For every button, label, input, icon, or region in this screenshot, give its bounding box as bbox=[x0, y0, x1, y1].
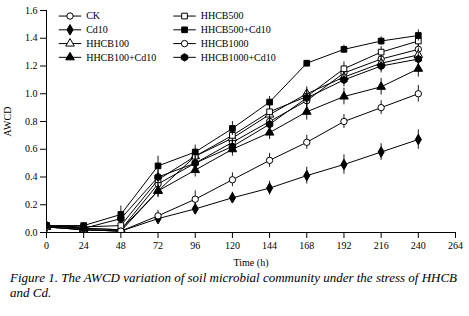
svg-text:168: 168 bbox=[299, 240, 314, 251]
svg-text:1.2: 1.2 bbox=[25, 60, 38, 71]
svg-text:1.0: 1.0 bbox=[25, 88, 38, 99]
svg-text:0: 0 bbox=[44, 240, 49, 251]
svg-text:264: 264 bbox=[448, 240, 463, 251]
svg-text:CK: CK bbox=[86, 10, 101, 21]
svg-text:Cd10: Cd10 bbox=[86, 24, 108, 35]
svg-text:24: 24 bbox=[79, 240, 89, 251]
html-text:Figure 1. The AWCD variation o: Figure 1. The AWCD variation of soil mic… bbox=[10, 270, 457, 300]
svg-text:HHCB1000+Cd10: HHCB1000+Cd10 bbox=[201, 52, 276, 63]
svg-text:0.2: 0.2 bbox=[25, 199, 38, 210]
svg-text:0.6: 0.6 bbox=[25, 143, 38, 154]
svg-text:HHCB1000: HHCB1000 bbox=[201, 38, 249, 49]
svg-text:1.4: 1.4 bbox=[25, 32, 38, 43]
svg-text:96: 96 bbox=[190, 240, 200, 251]
svg-text:144: 144 bbox=[262, 240, 277, 251]
svg-text:240: 240 bbox=[411, 240, 426, 251]
svg-text:0.8: 0.8 bbox=[25, 116, 38, 127]
svg-text:HHCB100: HHCB100 bbox=[86, 38, 129, 49]
svg-text:192: 192 bbox=[336, 240, 351, 251]
svg-text:72: 72 bbox=[153, 240, 163, 251]
svg-text:AWCD: AWCD bbox=[2, 107, 13, 137]
svg-text:0.4: 0.4 bbox=[25, 171, 38, 182]
svg-text:HHCB500: HHCB500 bbox=[201, 10, 244, 21]
svg-text:0.0: 0.0 bbox=[25, 227, 38, 238]
svg-text:48: 48 bbox=[116, 240, 126, 251]
svg-text:1.6: 1.6 bbox=[25, 5, 38, 16]
svg-text:Time (h): Time (h) bbox=[234, 257, 269, 269]
svg-text:216: 216 bbox=[374, 240, 389, 251]
svg-text:HHCB100+Cd10: HHCB100+Cd10 bbox=[86, 52, 156, 63]
svg-text:120: 120 bbox=[225, 240, 240, 251]
svg-text:HHCB500+Cd10: HHCB500+Cd10 bbox=[201, 24, 271, 35]
